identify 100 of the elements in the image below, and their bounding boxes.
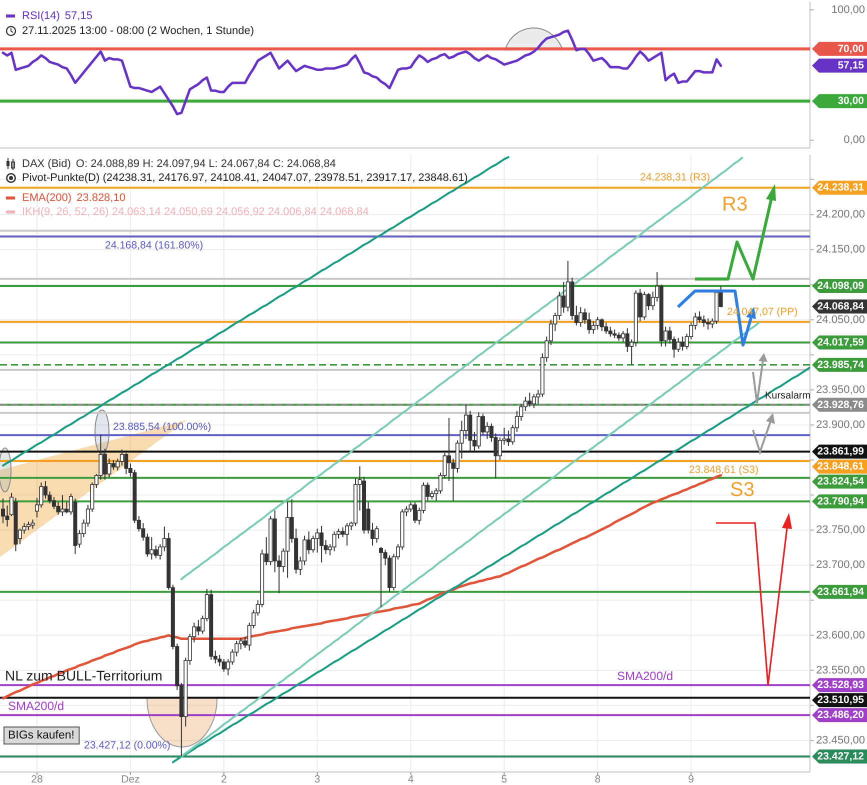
candlestick xyxy=(562,281,566,314)
annotation: S3 xyxy=(730,478,754,501)
annotation: 24.168,84 (161.80%) xyxy=(105,239,204,252)
candlestick xyxy=(578,306,583,328)
candlestick xyxy=(311,535,316,554)
candlestick xyxy=(608,326,612,338)
ref-line-label: 23.790,94 xyxy=(817,495,864,508)
annotation: 24.238,31 (R3) xyxy=(640,172,710,184)
candlestick xyxy=(464,404,468,440)
annotation: SMA200/d xyxy=(8,699,64,714)
line-series xyxy=(2,474,722,700)
x-tick-label: 5 xyxy=(501,774,508,785)
candlestick xyxy=(315,528,320,554)
annotation: SMA200/d xyxy=(617,669,674,684)
ref-line-label: 23.486,20 xyxy=(817,709,864,722)
y-tick-label: 23.600,00 xyxy=(816,629,865,642)
candlestick xyxy=(642,291,646,320)
ref-line-label: 24.017,59 xyxy=(817,336,864,348)
candlestick xyxy=(374,525,379,544)
candlestick xyxy=(528,392,532,408)
text: 24.068,84 xyxy=(817,300,864,313)
candlestick xyxy=(222,658,226,672)
candlestick xyxy=(591,320,596,334)
x-tick-label: 4 xyxy=(408,774,414,785)
y-tick-label: 23.550,00 xyxy=(816,664,865,676)
annotation: IKH(9, 26, 52, 26) 24.063,14 24.050,69 24.056,92 24.006,84 24.068,84 xyxy=(22,206,369,218)
ref-line-label: 23.928,76 xyxy=(817,398,864,411)
annotation: O: 24.088,89 H: 24.097,94 L: 24.067,84 C: 24.068,84 xyxy=(76,158,336,170)
candlestick xyxy=(154,545,158,559)
candlestick xyxy=(238,638,243,650)
ref-line-label: 23.861,99 xyxy=(817,446,864,458)
candlestick xyxy=(506,430,510,446)
annotation: 23.848,61 (S3) xyxy=(689,464,758,476)
candlestick xyxy=(332,531,336,552)
candlestick xyxy=(621,330,626,343)
candlestick xyxy=(676,337,680,353)
candlestick xyxy=(107,458,112,478)
annotation: Kursalarm xyxy=(765,390,811,402)
legend-label: DAX (Bid) xyxy=(22,158,71,170)
annotation: Pivot-Punkte(D) (24238.31, 24176.97, 24108.41, 24047.07, 23978.51, 23917.17, 23848.61) xyxy=(22,172,468,184)
x-tick-label: 2 xyxy=(220,774,227,785)
y-tick-label: 0,00 xyxy=(844,134,865,146)
legend-label: RSI(14) xyxy=(22,10,60,22)
legend-label: EMA(200) xyxy=(22,192,72,204)
y-tick-label: 23.450,00 xyxy=(816,734,865,746)
candlestick xyxy=(345,522,350,546)
annotation: 57,15 xyxy=(64,10,92,22)
candlestick xyxy=(379,546,384,608)
candlestick xyxy=(124,452,128,475)
y-tick-label: 24.150,00 xyxy=(816,244,865,256)
candlestick xyxy=(196,619,200,636)
candlestick xyxy=(702,315,706,328)
candlestick xyxy=(150,536,154,560)
annotation: BIGs kaufen! xyxy=(8,730,74,742)
text: 57,15 xyxy=(838,60,864,72)
y-tick-label: 24.200,00 xyxy=(816,208,865,221)
ref-line-label: 23.528,93 xyxy=(817,679,864,692)
candlestick xyxy=(698,310,702,324)
ref-line-label: 30,00 xyxy=(838,95,864,108)
candlestick xyxy=(30,519,35,530)
annotation: 23.885,54 (100.00%) xyxy=(113,421,212,434)
ref-line-label: 23.824,54 xyxy=(817,476,864,488)
y-tick-label: 24.050,00 xyxy=(816,314,865,326)
ref-line-label: 23.427,12 xyxy=(817,750,864,762)
candlestick xyxy=(706,318,710,330)
ref-line-label: 23.985,74 xyxy=(817,358,864,371)
x-tick-label: 28 xyxy=(31,774,43,785)
candlestick xyxy=(111,459,116,470)
y-tick-label: 23.950,00 xyxy=(816,384,865,396)
ref-line-label: 23.661,94 xyxy=(817,586,864,598)
candlestick xyxy=(587,312,592,334)
ref-line-label: 23.848,61 xyxy=(817,460,864,473)
candlestick xyxy=(600,318,604,332)
candlestick xyxy=(102,448,107,480)
y-tick-label: 100,00 xyxy=(831,4,865,16)
candlestick xyxy=(320,525,324,563)
y-tick-label: 23.750,00 xyxy=(816,524,865,536)
annotation: R3 xyxy=(722,194,748,216)
annotation: 23.828,10 xyxy=(76,192,126,204)
candlestick xyxy=(116,458,120,472)
candlestick xyxy=(60,494,64,517)
ref-line-label: 70,00 xyxy=(838,42,864,55)
candlestick xyxy=(340,526,345,538)
candlestick xyxy=(532,394,536,409)
y-tick-label: 23.700,00 xyxy=(816,559,865,572)
candlestick xyxy=(0,498,5,524)
text: 27.11.2025 13:00 - 08:00 (2 Wochen, 1 Stunde) xyxy=(22,25,254,37)
candlestick xyxy=(120,448,124,466)
ref-line-label: 24.098,09 xyxy=(817,280,864,292)
ref-line-label: 24.238,31 xyxy=(817,182,864,194)
annotation: 23.427,12 (0.00%) xyxy=(84,739,170,752)
x-tick-label: 9 xyxy=(688,774,694,785)
candlestick xyxy=(596,316,600,330)
x-tick-label: Dez xyxy=(121,774,140,785)
candlestick xyxy=(412,502,417,524)
line-series xyxy=(2,156,510,467)
x-tick-label: 8 xyxy=(594,774,601,785)
annotation: NL zum BULL-Territorium xyxy=(5,668,162,684)
x-tick-label: 3 xyxy=(314,774,320,785)
candlestick xyxy=(680,336,685,352)
